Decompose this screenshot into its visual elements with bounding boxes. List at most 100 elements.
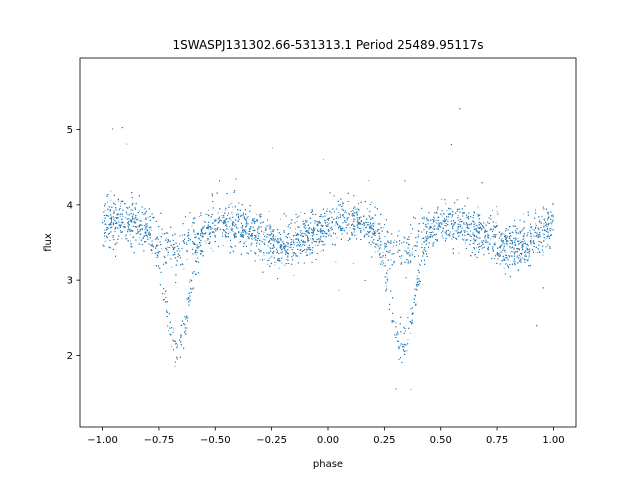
data-point — [451, 216, 453, 218]
data-point — [501, 238, 503, 239]
data-point — [390, 259, 392, 261]
data-point — [208, 229, 210, 231]
data-point — [496, 206, 498, 208]
data-point — [308, 240, 310, 241]
data-point — [129, 234, 131, 236]
data-point — [263, 231, 265, 233]
data-point — [286, 258, 287, 260]
data-point — [240, 226, 242, 228]
data-point — [191, 225, 193, 227]
data-point — [122, 216, 124, 217]
data-point — [479, 237, 481, 239]
data-point — [411, 252, 413, 254]
data-point — [436, 228, 438, 230]
data-point — [310, 238, 312, 240]
data-point — [400, 345, 402, 347]
data-point — [281, 262, 283, 264]
data-point — [104, 229, 106, 231]
data-point — [151, 229, 153, 231]
data-point — [382, 227, 384, 229]
data-point — [465, 227, 467, 229]
data-point — [307, 220, 308, 222]
data-point — [448, 233, 450, 235]
data-point — [354, 205, 356, 207]
data-point — [477, 213, 479, 215]
data-point — [171, 266, 173, 268]
data-point — [377, 239, 379, 241]
data-point — [232, 231, 234, 232]
data-point — [231, 227, 233, 229]
data-point — [251, 236, 253, 238]
data-point — [256, 214, 258, 216]
data-point — [328, 223, 330, 224]
data-point — [339, 216, 341, 218]
data-point — [537, 234, 539, 236]
data-point — [436, 223, 438, 225]
data-point — [525, 241, 527, 243]
data-point — [229, 231, 231, 233]
data-point — [296, 221, 298, 222]
data-point — [531, 228, 533, 230]
data-point — [354, 219, 356, 220]
data-point — [539, 219, 541, 221]
data-point — [519, 232, 521, 234]
data-point — [377, 250, 379, 252]
data-point — [263, 254, 265, 256]
data-point — [517, 243, 519, 245]
data-point — [187, 236, 189, 238]
data-point — [375, 229, 377, 231]
data-point — [151, 252, 153, 254]
data-point — [147, 223, 148, 225]
data-point — [527, 249, 529, 251]
data-point — [525, 250, 527, 251]
data-point — [223, 216, 225, 218]
data-point — [414, 304, 416, 306]
data-point — [125, 233, 127, 235]
data-point — [342, 204, 344, 206]
data-point — [428, 236, 430, 237]
data-point — [381, 244, 383, 246]
data-point — [532, 241, 534, 243]
data-point — [431, 223, 433, 225]
data-point — [452, 226, 454, 228]
data-point — [409, 253, 411, 255]
data-point — [431, 243, 433, 245]
data-point — [269, 258, 271, 260]
data-point — [493, 249, 495, 251]
data-point — [126, 238, 128, 240]
data-point — [146, 228, 148, 230]
data-point — [326, 208, 328, 210]
data-point — [238, 242, 240, 244]
data-point — [368, 228, 370, 230]
data-point — [261, 215, 263, 217]
data-point — [550, 228, 552, 230]
data-point — [482, 240, 484, 242]
data-point — [338, 289, 340, 291]
data-point — [467, 224, 469, 226]
data-point — [139, 236, 141, 238]
data-point — [353, 211, 355, 213]
data-point — [333, 232, 335, 233]
data-point — [503, 247, 505, 249]
data-point — [186, 259, 188, 260]
data-point — [543, 223, 545, 225]
data-point — [525, 253, 527, 255]
data-point — [467, 233, 469, 234]
data-point — [434, 217, 435, 219]
data-point — [527, 233, 528, 235]
data-point — [480, 228, 482, 230]
data-point — [334, 224, 336, 226]
data-point — [196, 233, 198, 234]
data-point — [179, 334, 181, 336]
data-point — [231, 213, 233, 215]
data-point — [203, 220, 205, 222]
data-point — [466, 216, 468, 218]
data-point — [501, 242, 503, 244]
data-point — [184, 327, 186, 329]
data-point — [225, 235, 226, 237]
data-point — [503, 268, 505, 269]
data-point — [221, 215, 223, 217]
data-point — [110, 199, 112, 201]
data-point — [336, 215, 338, 217]
